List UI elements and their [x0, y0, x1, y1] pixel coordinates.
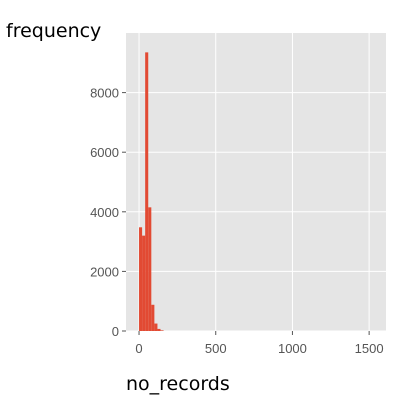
y-axis-ticks: 0 2000 4000 6000 8000 [90, 86, 126, 339]
histogram-bar [154, 323, 158, 331]
x-axis-ticks: 0 500 1000 1500 [135, 331, 384, 356]
x-axis-title: no_records [126, 373, 230, 395]
histogram-bar [148, 207, 152, 331]
y-tick-label: 0 [112, 324, 119, 339]
histogram-bars [139, 52, 164, 332]
x-tick-label: 1000 [278, 341, 307, 356]
histogram-bar [145, 52, 149, 332]
histogram-bar [151, 304, 155, 331]
y-tick-label: 2000 [90, 264, 119, 279]
histogram-bar [160, 330, 164, 331]
x-tick-label: 0 [135, 341, 142, 356]
y-axis-title: frequency [6, 20, 102, 42]
histogram-bar [139, 227, 143, 331]
x-tick-label: 500 [205, 341, 227, 356]
y-tick-label: 8000 [90, 86, 119, 101]
histogram-bar [142, 235, 146, 331]
y-tick-label: 4000 [90, 205, 119, 220]
x-tick-label: 1500 [355, 341, 384, 356]
plot-area [126, 33, 386, 331]
y-tick-label: 6000 [90, 145, 119, 160]
histogram-bar [157, 328, 161, 331]
